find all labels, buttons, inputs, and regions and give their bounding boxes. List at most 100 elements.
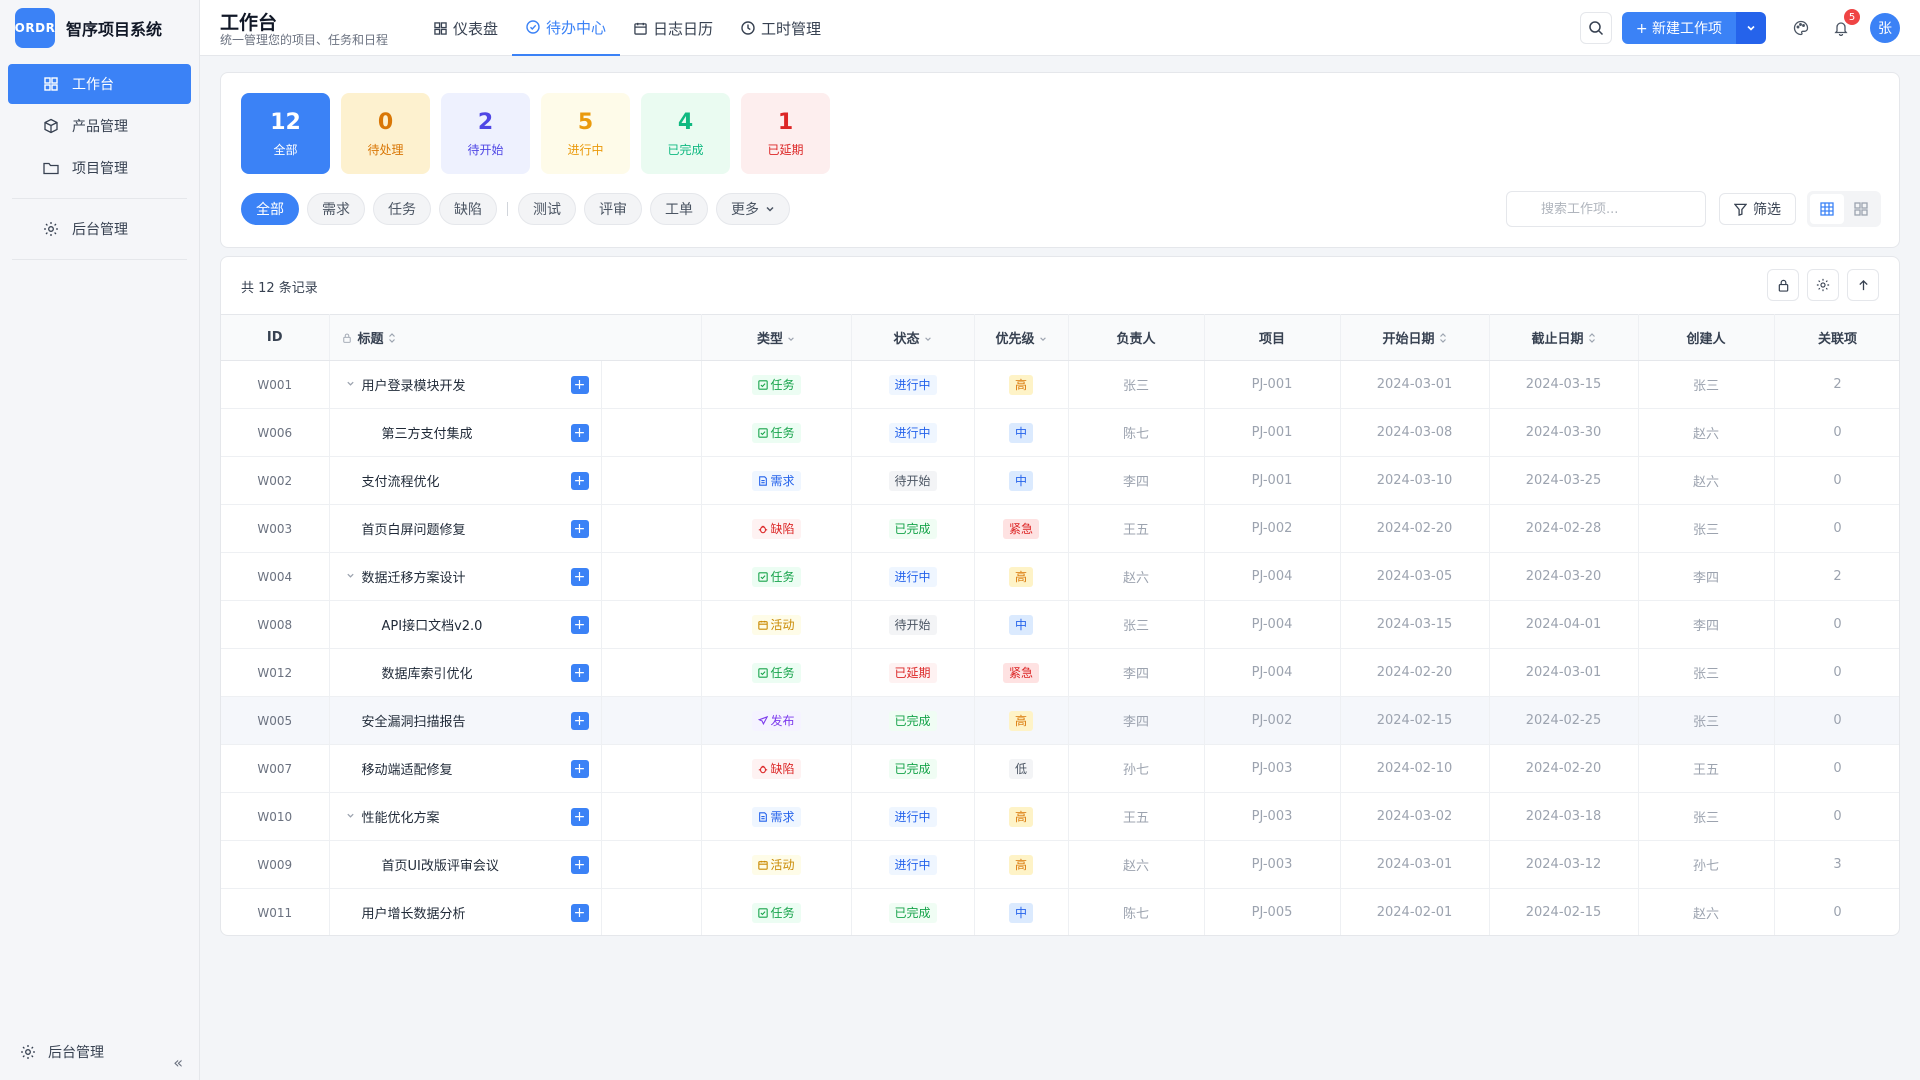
- add-child-icon[interactable]: +: [570, 567, 589, 586]
- table-row[interactable]: W007 移动端适配修复 + 缺陷 已完成 低 孙七 PJ-003 2024-02-10 2024…: [221, 744, 1899, 793]
- table-row[interactable]: W008 API接口文档v2.0 + 活动 待开始 中 张三 PJ-004 2024-03-15…: [221, 600, 1899, 649]
- add-child-icon[interactable]: +: [570, 519, 589, 538]
- sidebar-item-workbench[interactable]: 工作台: [8, 64, 191, 104]
- collapse-sidebar-icon[interactable]: «: [173, 1053, 183, 1072]
- add-child-icon[interactable]: +: [570, 615, 589, 634]
- tab-todo-center[interactable]: 待办中心: [512, 0, 621, 56]
- tab-log-calendar[interactable]: 日志日历: [620, 0, 727, 56]
- table-row[interactable]: W012 数据库索引优化 + 任务 已延期 紧急 李四 PJ-004 2024-02-20 202…: [221, 648, 1899, 697]
- item-title[interactable]: 性能优化方案: [361, 811, 440, 826]
- new-work-item-button[interactable]: + 新建工作项: [1621, 12, 1736, 44]
- type-label: 任务: [770, 426, 795, 440]
- chip-bug[interactable]: 缺陷: [439, 193, 497, 225]
- stat-cards: 12 全部 0 待处理 2 待开始 5 进行中 4 已完成 1 已延期: [241, 93, 841, 174]
- item-title[interactable]: 支付流程优化: [361, 475, 440, 490]
- tab-dashboard[interactable]: 仪表盘: [420, 0, 512, 56]
- table-row[interactable]: W005 安全漏洞扫描报告 + 发布 已完成 高 李四 PJ-002 2024-02-15 202…: [221, 696, 1899, 745]
- stat-card-all[interactable]: 12 全部: [241, 93, 330, 174]
- filter-button[interactable]: 筛选: [1719, 193, 1796, 225]
- column-header[interactable]: 标题: [329, 314, 702, 361]
- chip-review[interactable]: 评审: [584, 193, 642, 225]
- search-icon[interactable]: [1579, 12, 1612, 44]
- table-row[interactable]: W001 用户登录模块开发 + 任务 进行中 高 张三 PJ-001 2024-03-01 202…: [221, 360, 1899, 409]
- table-row[interactable]: W006 第三方支付集成 + 任务 进行中 中 陈七 PJ-001 2024-03-08 2024…: [221, 408, 1899, 457]
- sidebar-footer-admin[interactable]: 后台管理: [0, 1024, 200, 1080]
- sidebar-item-project[interactable]: 项目管理: [8, 148, 191, 188]
- divider: [12, 198, 187, 199]
- item-title[interactable]: 第三方支付集成: [381, 427, 473, 442]
- table-row[interactable]: W002 支付流程优化 + 需求 待开始 中 李四 PJ-001 2024-03-10 2024-…: [221, 456, 1899, 505]
- settings-icon[interactable]: [1807, 269, 1839, 301]
- table-row[interactable]: W011 用户增长数据分析 + 任务 已完成 中 陈七 PJ-005 2024-02-01 202…: [221, 888, 1899, 935]
- bell-icon[interactable]: 5: [1826, 9, 1860, 43]
- column-header[interactable]: 项目: [1204, 314, 1341, 361]
- add-child-icon[interactable]: +: [570, 711, 589, 730]
- add-child-icon[interactable]: +: [570, 663, 589, 682]
- sort-icon[interactable]: [388, 333, 396, 346]
- chip-test[interactable]: 测试: [518, 193, 576, 225]
- item-title[interactable]: 数据库索引优化: [381, 667, 473, 682]
- chevron-down-icon[interactable]: [346, 570, 362, 583]
- tab-timesheet[interactable]: 工时管理: [727, 0, 835, 56]
- stat-card-done[interactable]: 4 已完成: [641, 93, 730, 174]
- column-header[interactable]: 优先级: [974, 314, 1069, 361]
- sort-icon[interactable]: [1439, 333, 1447, 346]
- chevron-down-icon[interactable]: [346, 810, 362, 823]
- add-child-icon[interactable]: +: [570, 903, 589, 922]
- table-row[interactable]: W004 数据迁移方案设计 + 任务 进行中 高 赵六 PJ-004 2024-03-05 202…: [221, 552, 1899, 601]
- table-row[interactable]: W009 首页UI改版评审会议 + 活动 进行中 高 赵六 PJ-003 2024-03-01 2…: [221, 840, 1899, 889]
- chip-more[interactable]: 更多: [716, 193, 790, 225]
- chip-ticket[interactable]: 工单: [650, 193, 708, 225]
- stat-card-pending[interactable]: 0 待处理: [341, 93, 430, 174]
- stat-card-delayed[interactable]: 1 已延期: [741, 93, 830, 174]
- item-title[interactable]: 移动端适配修复: [361, 763, 453, 778]
- chevron-down-icon[interactable]: [787, 335, 795, 346]
- add-child-icon[interactable]: +: [570, 471, 589, 490]
- item-title[interactable]: 首页UI改版评审会议: [381, 859, 499, 874]
- chevron-down-icon[interactable]: [346, 378, 362, 391]
- item-title[interactable]: 首页白屏问题修复: [361, 523, 466, 538]
- chip-all[interactable]: 全部: [241, 193, 299, 225]
- add-child-icon[interactable]: +: [570, 423, 589, 442]
- sort-icon[interactable]: [1588, 333, 1596, 346]
- card-view-icon[interactable]: [1844, 194, 1878, 224]
- add-child-icon[interactable]: +: [570, 375, 589, 394]
- cell-due-date: 2024-02-28: [1489, 504, 1639, 553]
- add-child-icon[interactable]: +: [570, 855, 589, 874]
- palette-icon[interactable]: [1786, 13, 1816, 43]
- table-row[interactable]: W003 首页白屏问题修复 + 缺陷 已完成 紧急 王五 PJ-002 2024-02-20 20…: [221, 504, 1899, 553]
- sidebar-item-product[interactable]: 产品管理: [8, 106, 191, 146]
- chip-task[interactable]: 任务: [373, 193, 431, 225]
- table-view-icon[interactable]: [1810, 194, 1844, 224]
- item-title[interactable]: 用户登录模块开发: [361, 379, 466, 394]
- item-title[interactable]: 安全漏洞扫描报告: [361, 715, 466, 730]
- chevron-down-icon[interactable]: [1039, 335, 1047, 346]
- item-title[interactable]: 用户增长数据分析: [361, 907, 466, 922]
- stat-card-in-progress[interactable]: 5 进行中: [541, 93, 630, 174]
- column-header[interactable]: 关联项: [1774, 314, 1899, 361]
- column-header[interactable]: 截止日期: [1489, 314, 1639, 361]
- add-child-icon[interactable]: +: [570, 807, 589, 826]
- chip-requirement[interactable]: 需求: [307, 193, 365, 225]
- app-logo[interactable]: ORDR: [15, 8, 55, 48]
- lock-icon[interactable]: [1767, 269, 1799, 301]
- sidebar-item-admin[interactable]: 后台管理: [8, 209, 191, 249]
- item-title[interactable]: API接口文档v2.0: [381, 619, 483, 634]
- column-header[interactable]: 状态: [851, 314, 975, 361]
- column-header[interactable]: ID: [221, 314, 330, 361]
- arrow-up-icon[interactable]: [1847, 269, 1879, 301]
- column-header[interactable]: 创建人: [1638, 314, 1775, 361]
- table-row[interactable]: W010 性能优化方案 + 需求 进行中 高 王五 PJ-003 2024-03-02 2024-…: [221, 792, 1899, 841]
- add-child-icon[interactable]: +: [570, 759, 589, 778]
- search-input[interactable]: [1506, 191, 1706, 227]
- stat-card-not-started[interactable]: 2 待开始: [441, 93, 530, 174]
- chevron-down-icon[interactable]: [924, 335, 932, 346]
- column-header[interactable]: 负责人: [1068, 314, 1205, 361]
- column-header[interactable]: 开始日期: [1340, 314, 1490, 361]
- avatar[interactable]: 张: [1870, 13, 1900, 43]
- owner-value: 王五: [1123, 523, 1150, 538]
- column-header[interactable]: 类型: [701, 314, 852, 361]
- cell-due-date: 2024-03-15: [1489, 360, 1639, 409]
- item-title[interactable]: 数据迁移方案设计: [361, 571, 466, 586]
- chevron-down-icon[interactable]: [1736, 12, 1766, 44]
